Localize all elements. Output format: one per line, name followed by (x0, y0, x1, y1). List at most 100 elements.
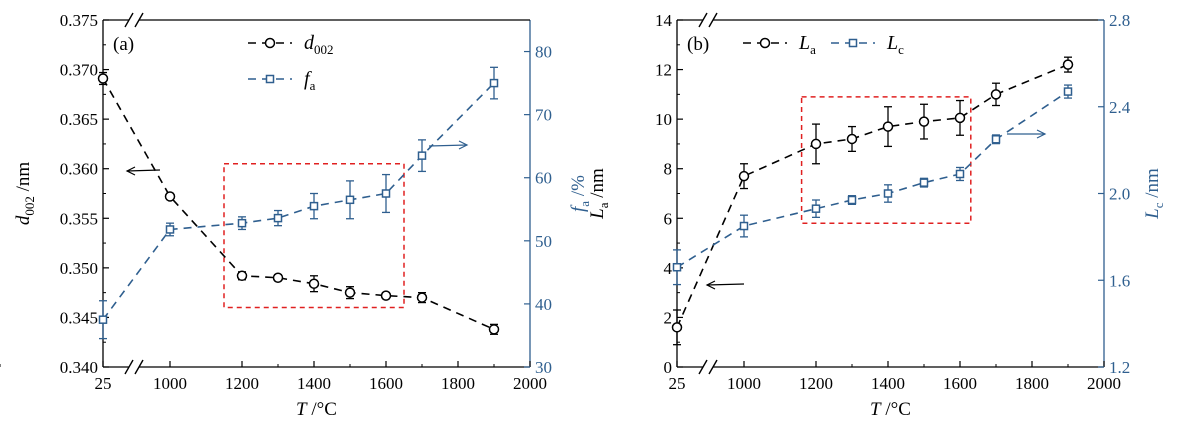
y-left-tick-label: 4 (664, 259, 673, 278)
data-point (165, 225, 175, 234)
axis-break-mark (708, 12, 718, 28)
panel-label: (b) (687, 34, 709, 55)
y-left-tick-label: 0.340 (60, 358, 98, 377)
x-tick-label: 1200 (225, 374, 259, 393)
data-point (955, 169, 965, 179)
y-right-axis-title-symbol: L (1142, 208, 1163, 220)
data-point (164, 191, 176, 202)
x-tick-label: 1800 (1015, 374, 1049, 393)
axis-indicator-arrow (428, 144, 468, 147)
data-point (344, 287, 356, 298)
data-point (738, 170, 750, 182)
y-left-axis-title-symbol: L (587, 208, 608, 220)
x-tick-label: 1600 (369, 374, 403, 393)
axis-break-mark (708, 359, 718, 375)
y-right-tick-label: 60 (535, 169, 552, 188)
y-left-tick-label: 0.360 (60, 160, 98, 179)
axis-break-mark (134, 359, 144, 375)
x-axis-title-unit: /°C (307, 399, 337, 420)
legend-marker (265, 74, 275, 84)
x-tick-label: 1000 (727, 374, 761, 393)
data-point (273, 213, 283, 223)
y-right-tick-label: 70 (535, 106, 552, 125)
axis-indicator-arrowhead (1036, 129, 1047, 139)
legend-label-symbol: L (798, 32, 810, 54)
legend-label-symbol: d (304, 32, 315, 54)
y-right-axis-title-subscript: c (1151, 202, 1166, 208)
data-point (810, 138, 822, 150)
axis-indicator-arrow (126, 169, 161, 172)
y-left-axis-title-symbol: d (13, 215, 34, 225)
axis-break-mark (124, 12, 134, 28)
y-right-axis-title-unit: /% (568, 175, 589, 201)
x-tick-label: 1400 (297, 374, 331, 393)
y-right-axis-title: fa /% (568, 175, 592, 212)
legend-label: fa (304, 68, 316, 93)
y-right-tick-label: 2.0 (1109, 185, 1130, 204)
y-right-axis-title: Lc /nm (1142, 168, 1166, 220)
data-point (672, 262, 682, 272)
legend-marker (848, 38, 858, 48)
x-tick-label: 1000 (153, 374, 187, 393)
x-tick-label: 1400 (871, 374, 905, 393)
y-left-tick-label: 0 (664, 358, 673, 377)
series-line (102, 82, 495, 321)
legend-label: La (798, 32, 816, 57)
y-left-tick-label: 0.350 (60, 259, 98, 278)
data-point (954, 112, 966, 124)
y-left-axis-title-unit: /nm (587, 168, 608, 203)
legend-label-subscript: c (898, 42, 904, 57)
y-left-axis-title-subscript: 002 (22, 196, 37, 216)
y-left-tick-label: 6 (664, 209, 673, 228)
data-point (991, 135, 1001, 144)
data-point (919, 178, 929, 187)
axis-break-mark (124, 359, 134, 375)
chart-panel-1: 25 1000 1200 1400 1600 1800 2000 0.340 0.345 0.35… (0, 11, 592, 420)
y-left-tick-label: 0.365 (60, 110, 98, 129)
legend-label-symbol: L (886, 32, 898, 54)
legend-label-subscript: a (810, 42, 816, 57)
y-right-tick-label: 40 (535, 295, 552, 314)
y-right-tick-label: 1.2 (1109, 358, 1130, 377)
y-left-tick-label: 0.375 (60, 11, 98, 30)
data-point (345, 195, 355, 205)
data-point (739, 221, 749, 231)
y-right-axis-title-symbol: f (568, 204, 589, 212)
series-line (102, 78, 495, 331)
x-axis-title: T /°C (870, 399, 911, 420)
axis-indicator-arrowhead (458, 140, 469, 150)
data-point (381, 189, 391, 198)
y-left-tick-label: 0.355 (60, 209, 98, 228)
data-point (417, 151, 427, 160)
x-axis-title-symbol: T (296, 399, 308, 420)
legend-marker (264, 37, 276, 49)
data-point (236, 270, 248, 282)
x-tick-label: 2000 (1087, 374, 1121, 393)
data-point (883, 189, 893, 198)
data-point (380, 290, 392, 301)
axis-indicator-arrow (706, 283, 745, 286)
y-left-tick-label: 8 (664, 160, 673, 179)
y-right-tick-label: 2.4 (1109, 98, 1131, 117)
y-right-tick-label: 80 (535, 43, 552, 62)
legend-marker (759, 37, 771, 49)
axis-indicator-arrowhead (705, 280, 716, 290)
x-tick-label: 25 (95, 374, 112, 393)
axis-break-mark (698, 12, 708, 28)
y-left-axis-title: La /nm (587, 168, 611, 220)
x-axis-title-unit: /°C (881, 399, 911, 420)
highlight-dashed-box (800, 96, 972, 224)
y-right-tick-label: 2.8 (1109, 11, 1130, 30)
data-point (811, 204, 821, 213)
legend-label-subscript: 002 (314, 42, 334, 57)
y-right-tick-label: 1.6 (1109, 271, 1130, 290)
y-left-tick-label: 14 (655, 11, 673, 30)
y-left-tick-label: 2 (664, 308, 673, 327)
y-left-axis-title: d002 /nm (13, 162, 37, 226)
data-point (990, 89, 1002, 100)
data-point (882, 121, 894, 132)
panel-label: (a) (113, 34, 134, 55)
data-point (846, 133, 858, 145)
